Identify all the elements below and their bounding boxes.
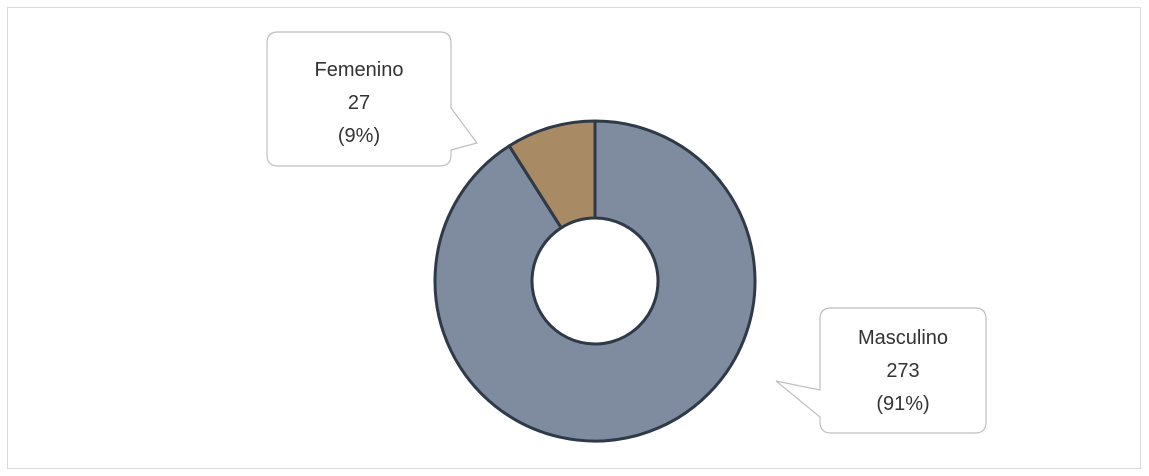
callout-femenino-value: 27 xyxy=(348,92,370,114)
callout-femenino-box xyxy=(266,31,479,167)
callout-masculino-box xyxy=(775,307,987,434)
callout-femenino: Femenino 27 (9%) xyxy=(266,31,479,167)
slice-femenino xyxy=(507,119,597,230)
callout-femenino-percent: (9%) xyxy=(338,125,380,147)
callout-masculino-value: 273 xyxy=(886,360,919,382)
callout-masculino-label: Masculino xyxy=(858,327,948,349)
slices-group xyxy=(433,119,757,443)
callout-masculino-percent: (91%) xyxy=(876,393,929,415)
slice-masculino xyxy=(433,119,757,443)
callout-masculino: Masculino 273 (91%) xyxy=(775,307,987,434)
callout-femenino-label: Femenino xyxy=(315,59,404,81)
